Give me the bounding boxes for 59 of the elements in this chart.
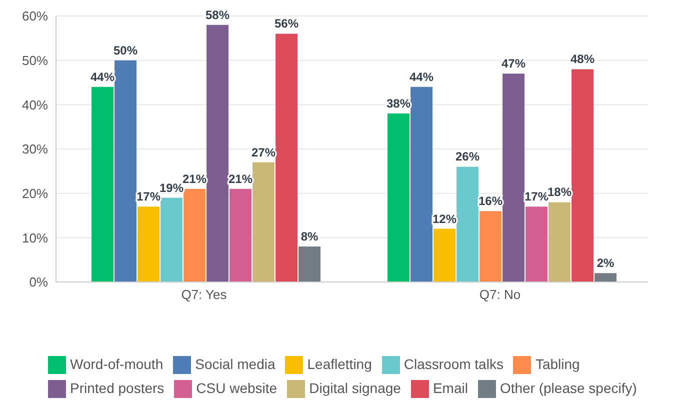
data-label: 2% — [596, 256, 615, 270]
bar — [138, 206, 160, 282]
data-label: 56% — [274, 16, 299, 31]
legend-label: CSU website — [196, 380, 278, 396]
data-label: 44% — [410, 70, 434, 84]
bar — [230, 188, 252, 282]
bar — [388, 114, 410, 282]
bar — [184, 188, 206, 282]
legend-label: Leafletting — [307, 356, 372, 372]
legend-label: Word-of-mouth — [70, 356, 164, 372]
x-tick-label: Q7: Yes — [181, 287, 228, 302]
legend-label: Classroom talks — [404, 356, 504, 372]
legend-label: Tabling — [535, 356, 580, 372]
y-tick-label: 20% — [22, 186, 48, 201]
data-label: 21% — [228, 172, 253, 186]
bar — [252, 162, 275, 282]
data-label: 48% — [570, 52, 595, 66]
data-label: 16% — [478, 194, 503, 208]
legend-label: Printed posters — [70, 380, 164, 396]
data-label: 21% — [182, 172, 207, 186]
bar — [594, 273, 617, 282]
y-tick-label: 50% — [22, 52, 48, 68]
data-label: 27% — [252, 145, 276, 160]
bar — [276, 34, 298, 282]
y-tick-label: 0% — [29, 274, 48, 290]
y-tick-label: 40% — [22, 97, 48, 112]
bar — [298, 246, 321, 282]
legend-label: Digital signage — [309, 380, 401, 396]
y-tick-label: 10% — [22, 230, 48, 246]
x-tick-label: Q7: No — [479, 287, 521, 302]
data-label: 38% — [386, 96, 411, 111]
data-label: 44% — [90, 70, 115, 84]
data-label: 26% — [456, 150, 480, 164]
bar — [434, 228, 456, 282]
bar — [480, 211, 502, 282]
legend-label: Other (please specify) — [500, 380, 637, 396]
data-label: 58% — [206, 8, 230, 22]
y-tick-label: 60% — [22, 8, 48, 24]
bar — [92, 86, 114, 282]
legend-label: Email — [432, 380, 468, 396]
data-label: 47% — [502, 56, 526, 71]
y-tick-label: 30% — [22, 142, 48, 157]
bar — [410, 86, 433, 282]
data-label: 8% — [300, 230, 319, 244]
data-label: 17% — [524, 190, 549, 204]
data-label: 18% — [548, 185, 572, 200]
bar — [526, 206, 548, 282]
data-label: 12% — [432, 212, 457, 226]
data-label: 17% — [136, 190, 161, 204]
bar — [572, 69, 594, 282]
data-label: 50% — [114, 43, 138, 58]
bar — [548, 202, 571, 282]
bar — [456, 166, 479, 282]
bar — [114, 60, 137, 282]
bar — [502, 74, 525, 282]
data-label: 19% — [160, 180, 184, 195]
legend-label: Social media — [195, 356, 276, 372]
bar — [160, 198, 183, 282]
bar — [206, 24, 229, 282]
